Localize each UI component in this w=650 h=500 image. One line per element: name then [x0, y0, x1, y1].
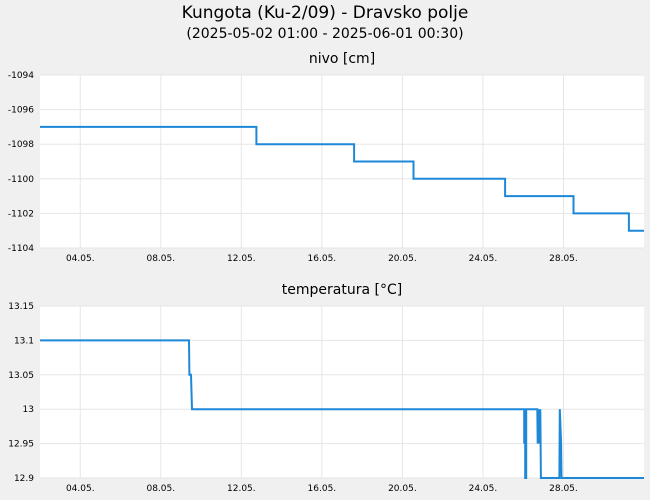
- chart-subtitle: (2025-05-02 01:00 - 2025-06-01 00:30): [186, 26, 464, 42]
- x-tick-label: 24.05.: [469, 254, 498, 264]
- plot-area-0: [40, 75, 644, 248]
- x-tick-label: 16.05.: [308, 254, 337, 264]
- y-tick-label: -1098: [8, 140, 34, 150]
- panel-title-temperature: temperatura [°C]: [281, 282, 403, 298]
- y-tick-label: 13.1: [14, 336, 34, 346]
- series-line-0-0: [40, 125, 644, 232]
- x-tick-label: 16.05.: [308, 484, 337, 494]
- x-tick-label: 28.05.: [549, 254, 578, 264]
- y-tick-label: 13: [23, 405, 34, 415]
- y-tick-label: -1096: [8, 106, 34, 116]
- chart-title: Kungota (Ku-2/09) - Dravsko polje: [181, 3, 469, 23]
- x-tick-label: 08.05.: [146, 484, 175, 494]
- plot-area-1: [40, 306, 644, 478]
- x-tick-label: 04.05.: [66, 254, 95, 264]
- x-tick-label: 28.05.: [549, 484, 578, 494]
- y-tick-label: 12.95: [8, 440, 34, 450]
- x-tick-label: 08.05.: [146, 254, 175, 264]
- x-tick-label: 12.05.: [227, 254, 256, 264]
- series-line-1-0: [40, 339, 644, 479]
- x-tick-label: 24.05.: [469, 484, 498, 494]
- y-tick-label: 12.9: [14, 474, 34, 484]
- y-tick-label: 13.15: [8, 302, 34, 312]
- x-tick-label: 12.05.: [227, 484, 256, 494]
- y-tick-label: -1104: [8, 244, 34, 254]
- x-tick-label: 20.05.: [388, 484, 417, 494]
- x-tick-label: 04.05.: [66, 484, 95, 494]
- y-tick-label: -1100: [8, 175, 34, 185]
- panel-title-level: nivo [cm]: [308, 51, 376, 67]
- y-tick-label: -1102: [8, 209, 34, 219]
- y-tick-label: 13.05: [8, 371, 34, 381]
- y-tick-label: -1094: [8, 71, 34, 81]
- x-tick-label: 20.05.: [388, 254, 417, 264]
